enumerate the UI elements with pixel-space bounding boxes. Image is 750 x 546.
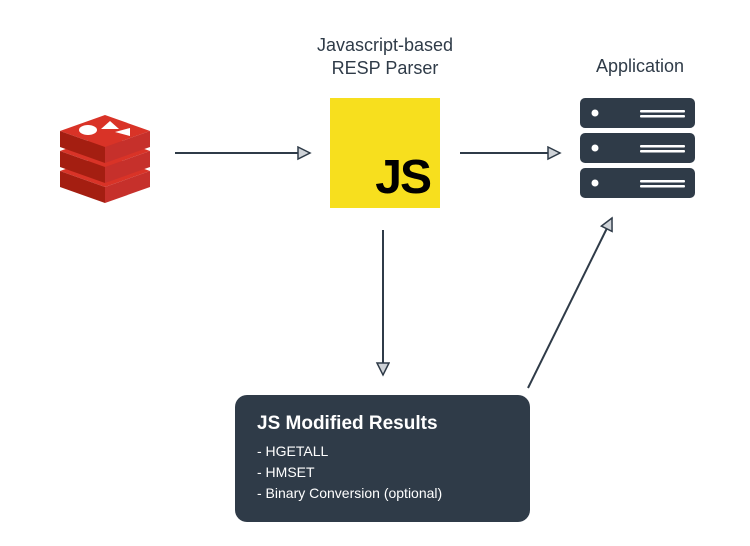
- arrow-results-to-application: [528, 218, 612, 388]
- diagram-arrows: [0, 0, 750, 546]
